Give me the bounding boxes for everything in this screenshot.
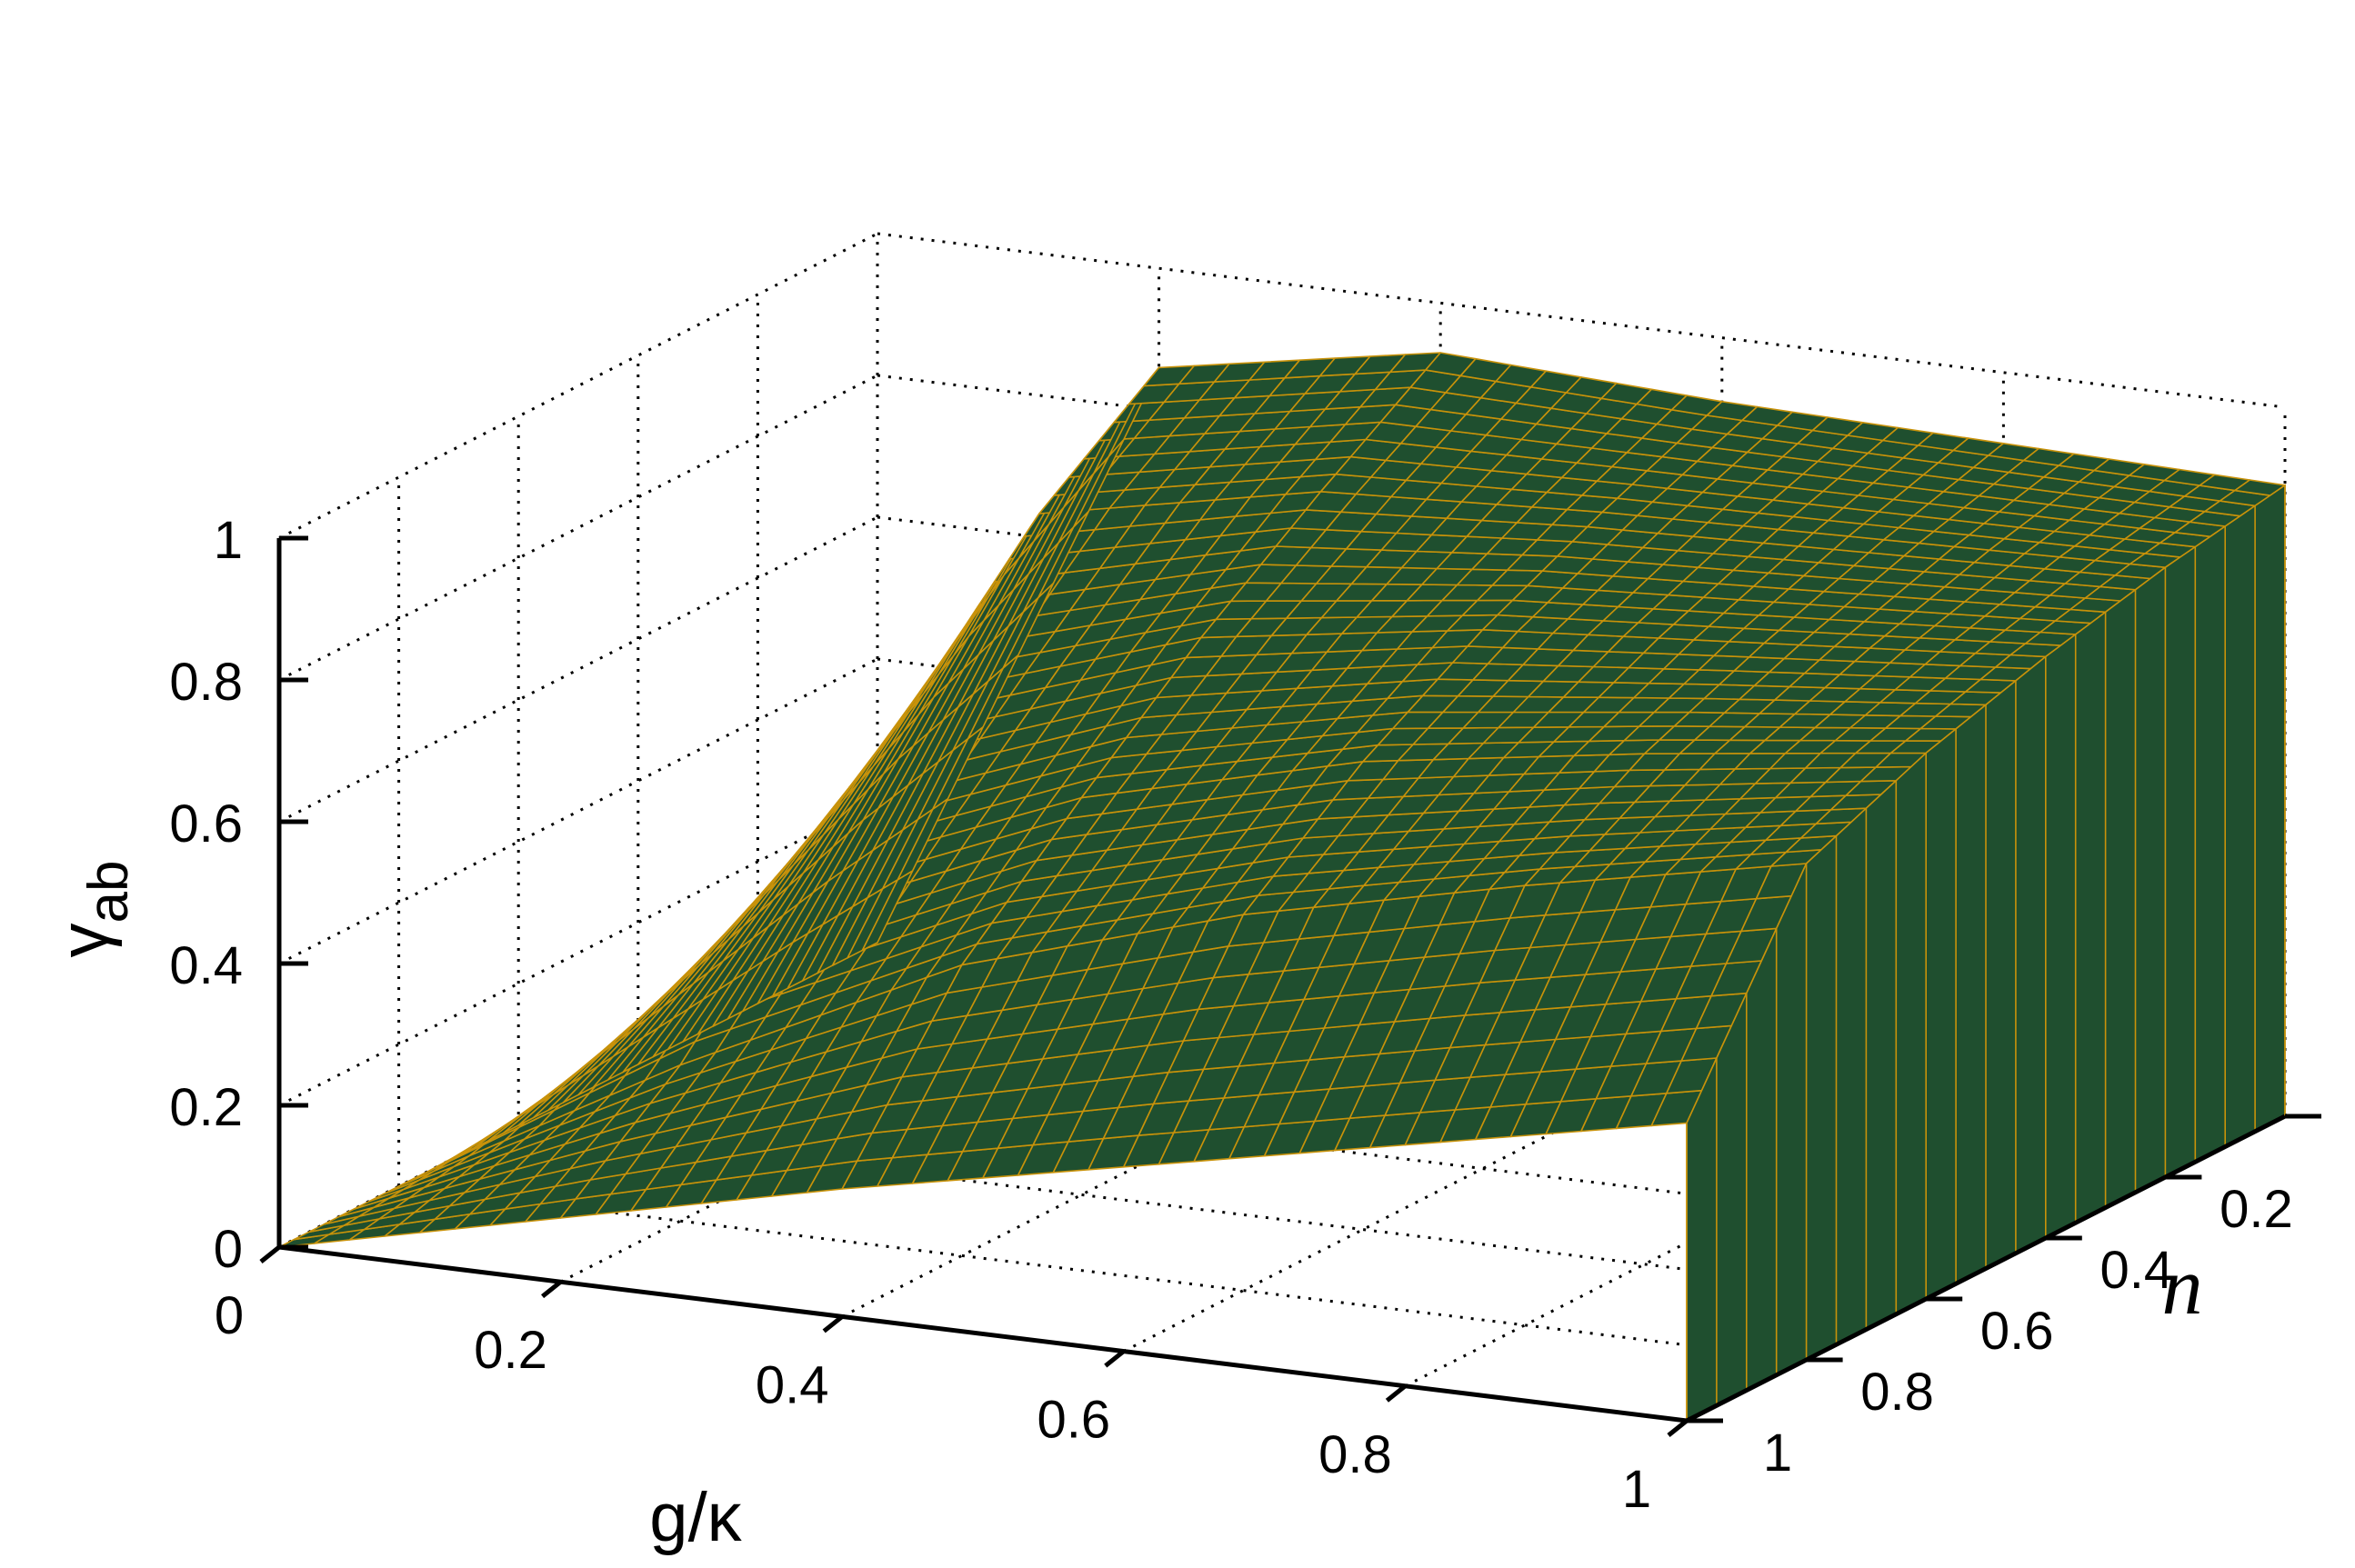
- x-tick-label-1: 0.2: [474, 1321, 547, 1380]
- x-tick-label-4: 0.8: [1318, 1425, 1392, 1484]
- z-tick-label-1: 0.2: [169, 1078, 243, 1137]
- z-tick-label-3: 0.6: [169, 794, 243, 854]
- grid-line-left-z-4: [278, 374, 878, 682]
- z-tick-label-4: 0.8: [169, 653, 243, 712]
- x-axis-label: g/κ: [649, 1479, 742, 1556]
- n-tick-label-5: 1: [1763, 1423, 1792, 1483]
- x-tick-label-5: 1: [1622, 1460, 1651, 1519]
- z-axis-label-main: γ: [45, 923, 123, 957]
- n-tick-label-2: 0.4: [2099, 1241, 2173, 1300]
- x-tick-3: [1104, 1349, 1126, 1368]
- z-axis-label-sub: ab: [77, 861, 140, 924]
- x-tick-4: [1385, 1383, 1407, 1403]
- axes: [276, 538, 2287, 1423]
- tick-labels: 0000.20.20.20.40.40.40.60.60.60.80.80.81…: [169, 511, 2321, 1519]
- x-tick-label-3: 0.6: [1037, 1391, 1110, 1450]
- y-axis-line: [1685, 1114, 2287, 1423]
- x-tick-2: [822, 1314, 844, 1333]
- z-tick-label-2: 0.4: [169, 936, 243, 995]
- x-axis-line: [278, 1244, 1688, 1423]
- z-axis-label: γab: [45, 861, 140, 958]
- x-tick-label-2: 0.4: [756, 1355, 829, 1414]
- svg-text:γab: γab: [45, 861, 140, 958]
- x-tick-label-0: 0: [215, 1286, 244, 1345]
- grid-line-left-z-3: [278, 515, 878, 824]
- n-tick-label-3: 0.6: [1980, 1302, 2054, 1361]
- x-tick-1: [541, 1280, 563, 1299]
- x-tick-5: [1667, 1419, 1689, 1437]
- n-tick-label-1: 0.2: [2220, 1180, 2293, 1239]
- x-tick-0: [259, 1245, 281, 1263]
- grid-line-left-z-5: [278, 232, 878, 540]
- n-tick-label-4: 0.8: [1860, 1363, 1934, 1422]
- y-axis-label: n: [2162, 1242, 2203, 1332]
- z-tick-label-5: 1: [214, 511, 243, 570]
- surface-mesh: [278, 352, 2286, 1423]
- z-tick-label-0: 0: [214, 1220, 243, 1279]
